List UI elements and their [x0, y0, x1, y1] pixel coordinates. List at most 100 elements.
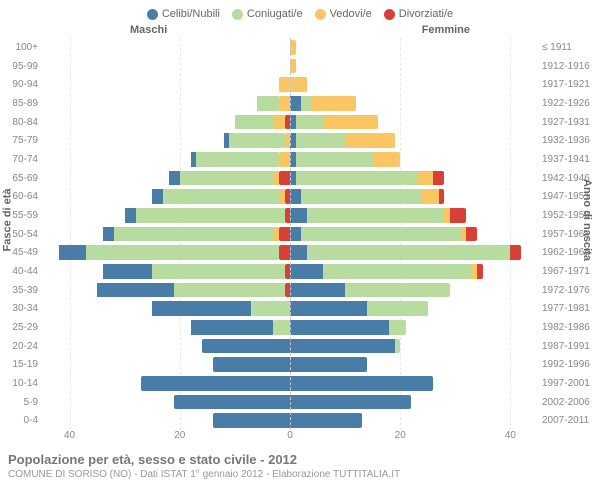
bar-segment	[152, 189, 163, 204]
bar-segment	[290, 96, 301, 111]
birth-year-tick: 1932-1936	[542, 131, 590, 150]
bar-segment	[125, 208, 136, 223]
bar-segment	[279, 77, 290, 92]
age-tick: 25-29	[12, 318, 38, 337]
age-tick: 95-99	[12, 57, 38, 76]
bar-segment	[180, 171, 274, 186]
male-bar	[42, 94, 290, 113]
legend-label: Divorziati/e	[399, 8, 453, 20]
female-bar	[290, 94, 538, 113]
bar-segment	[290, 320, 389, 335]
birth-year-tick: 1987-1991	[542, 337, 590, 356]
chart-subtitle: COMUNE DI SORISO (NO) - Dati ISTAT 1° ge…	[8, 469, 600, 480]
bar-segment	[279, 189, 285, 204]
birth-year-tick: 1967-1971	[542, 262, 590, 281]
male-bar	[42, 187, 290, 206]
male-bar	[42, 57, 290, 76]
population-pyramid-chart: Celibi/NubiliConiugati/eVedovi/eDivorzia…	[0, 0, 600, 500]
female-bar	[290, 225, 538, 244]
chart-footer: Popolazione per età, sesso e stato civil…	[0, 452, 600, 480]
bar-segment	[307, 208, 445, 223]
bar-segment	[477, 264, 483, 279]
bar-segment	[301, 227, 461, 242]
bar-segment	[301, 96, 312, 111]
male-bar	[42, 243, 290, 262]
female-bar	[290, 299, 538, 318]
female-bar	[290, 187, 538, 206]
birth-year-tick: 1927-1931	[542, 113, 590, 132]
legend-swatch	[232, 9, 243, 20]
age-tick: 50-54	[12, 225, 38, 244]
chart-title: Popolazione per età, sesso e stato civil…	[8, 452, 600, 467]
age-tick: 40-44	[12, 262, 38, 281]
bar-segment	[290, 208, 307, 223]
bar-segment	[202, 339, 290, 354]
bar-segment	[301, 189, 422, 204]
bar-segment	[229, 133, 284, 148]
male-bar	[42, 393, 290, 412]
bar-segment	[235, 115, 274, 130]
bar-segment	[439, 189, 445, 204]
female-bar	[290, 169, 538, 188]
birth-year-tick: 1922-1926	[542, 94, 590, 113]
female-bar	[290, 38, 538, 57]
age-tick: 75-79	[12, 131, 38, 150]
male-bar	[42, 299, 290, 318]
female-bar	[290, 113, 538, 132]
bar-segment	[279, 171, 290, 186]
bar-segment	[345, 133, 395, 148]
bar-segment	[213, 413, 290, 428]
female-bar	[290, 318, 538, 337]
bar-segment	[279, 96, 290, 111]
y-axis-right-title: Anno di nascita	[581, 179, 593, 261]
bar-segment	[290, 301, 367, 316]
bar-segment	[290, 264, 323, 279]
x-tick: 40	[64, 430, 75, 441]
legend-label: Celibi/Nubili	[162, 8, 220, 20]
birth-year-tick: 1937-1941	[542, 150, 590, 169]
birth-year-tick: 2002-2006	[542, 393, 590, 412]
x-tick: 20	[395, 430, 406, 441]
birth-year-tick: 1992-1996	[542, 355, 590, 374]
female-bar	[290, 243, 538, 262]
bar-segment	[251, 301, 290, 316]
x-tick: 0	[287, 430, 293, 441]
male-bar	[42, 318, 290, 337]
age-tick: 85-89	[12, 94, 38, 113]
male-bar	[42, 150, 290, 169]
birth-year-tick: 1997-2001	[542, 374, 590, 393]
female-bar	[290, 355, 538, 374]
legend-swatch	[147, 9, 158, 20]
bar-segment	[196, 152, 279, 167]
bar-segment	[296, 115, 324, 130]
bar-segment	[296, 152, 373, 167]
plot	[42, 38, 538, 430]
bar-segment	[422, 189, 439, 204]
male-bar	[42, 75, 290, 94]
x-axis: 402002040	[42, 430, 538, 446]
birth-year-tick: 1912-1916	[542, 57, 590, 76]
bar-segment	[86, 245, 279, 260]
age-tick: 30-34	[12, 299, 38, 318]
bar-segment	[174, 395, 290, 410]
bar-segment	[169, 171, 180, 186]
bar-segment	[290, 357, 367, 372]
bar-segment	[136, 208, 285, 223]
bar-segment	[290, 245, 307, 260]
age-tick: 15-19	[12, 355, 38, 374]
male-bar	[42, 374, 290, 393]
male-bar	[42, 337, 290, 356]
age-tick: 35-39	[12, 281, 38, 300]
bar-segment	[152, 264, 284, 279]
bar-segment	[373, 152, 401, 167]
bar-segment	[433, 171, 444, 186]
legend-label: Vedovi/e	[330, 8, 372, 20]
female-bar	[290, 393, 538, 412]
female-bar	[290, 150, 538, 169]
birth-year-tick: 1977-1981	[542, 299, 590, 318]
bar-segment	[279, 152, 290, 167]
bar-segment	[450, 208, 467, 223]
male-bar	[42, 262, 290, 281]
bar-segment	[417, 171, 434, 186]
age-tick: 10-14	[12, 374, 38, 393]
